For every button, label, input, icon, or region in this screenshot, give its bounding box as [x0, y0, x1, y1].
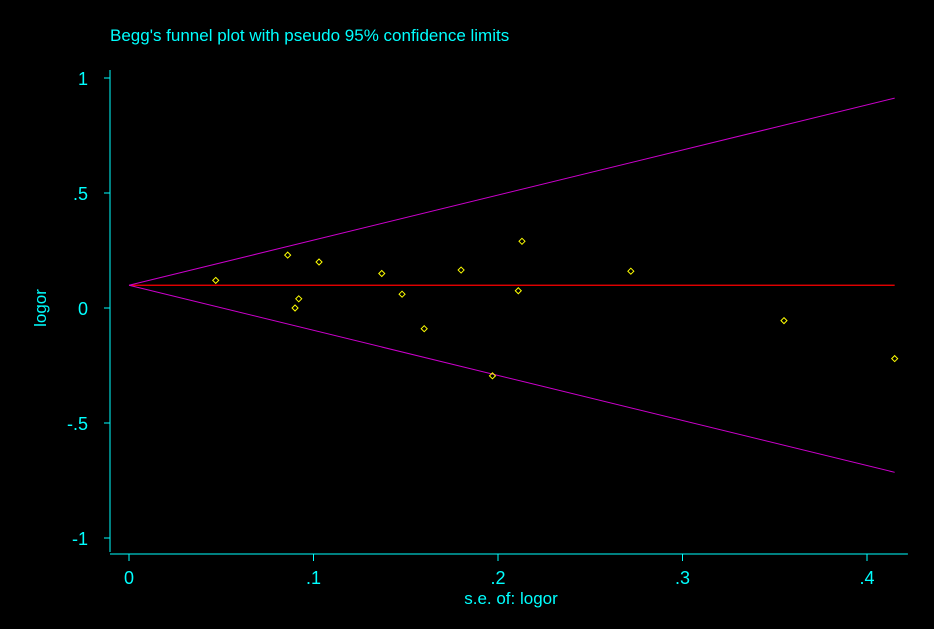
x-tick-label: .4 — [859, 568, 874, 588]
y-tick-label: .5 — [73, 184, 88, 204]
data-point — [780, 316, 788, 325]
data-point — [283, 251, 292, 259]
y-tick-label: 0 — [78, 299, 88, 319]
data-point — [518, 237, 526, 246]
x-tick-label: .1 — [306, 568, 321, 588]
x-tick-label: 0 — [124, 568, 134, 588]
data-point — [212, 276, 220, 285]
x-tick-label: .2 — [490, 568, 505, 588]
y-tick-label: -1 — [72, 529, 88, 549]
data-point — [890, 354, 899, 363]
data-point — [457, 266, 465, 274]
axes: 1 .5 0 -.5 -1 0 .1 .2 .3 .4 — [67, 69, 908, 588]
data-point — [295, 295, 303, 303]
chart-title: Begg's funnel plot with pseudo 95% confi… — [110, 26, 509, 45]
y-tick-label: -.5 — [67, 414, 88, 434]
data-point — [514, 287, 523, 295]
funnel-lines — [128, 97, 895, 473]
lower-confidence-limit — [128, 284, 895, 473]
data-points — [212, 237, 899, 380]
data-point — [291, 304, 299, 312]
data-point — [378, 269, 386, 278]
upper-confidence-limit — [128, 97, 895, 286]
data-point — [315, 258, 323, 266]
x-axis-label: s.e. of: logor — [464, 589, 558, 608]
y-axis-label: logor — [31, 289, 50, 327]
x-tick-label: .3 — [675, 568, 690, 588]
data-point — [420, 324, 428, 333]
data-point — [488, 372, 497, 380]
data-point — [398, 290, 406, 298]
y-tick-label: 1 — [78, 69, 88, 89]
data-point — [627, 267, 635, 275]
